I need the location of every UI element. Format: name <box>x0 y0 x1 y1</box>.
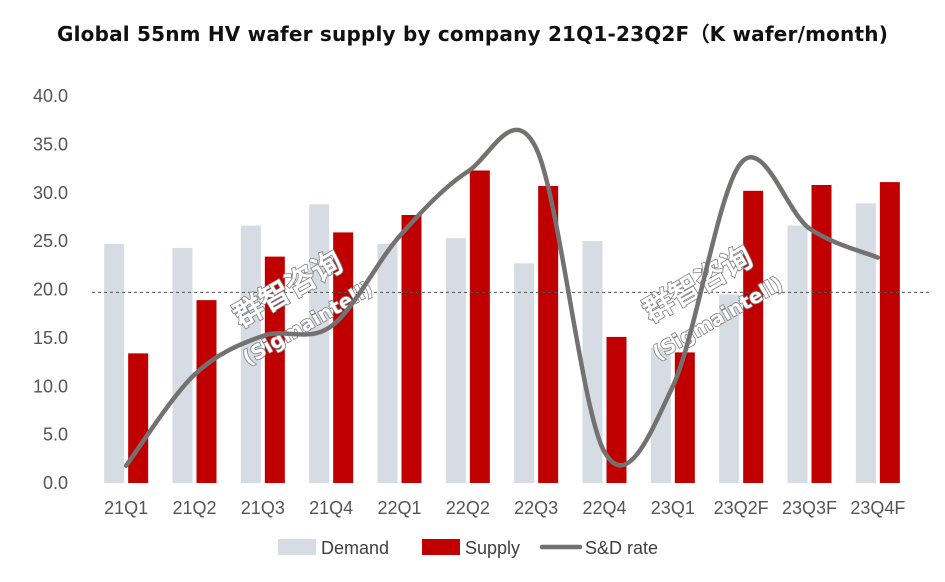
bar-demand-21q4 <box>309 204 330 484</box>
x-tick-label: 22Q4 <box>582 498 626 518</box>
y-tick-label: 10.0 <box>33 376 68 396</box>
x-tick-label: 22Q3 <box>514 498 558 518</box>
x-tick-label: 22Q1 <box>377 498 421 518</box>
bar-demand-23q4f <box>855 203 876 483</box>
x-tick-label: 21Q4 <box>309 498 353 518</box>
bar-demand-21q1 <box>104 244 125 483</box>
bar-demand-23q3f <box>787 225 808 483</box>
bar-supply-23q1 <box>674 352 695 483</box>
bar-supply-23q2f <box>743 190 764 483</box>
y-tick-label: 30.0 <box>33 183 68 203</box>
legend-label: Demand <box>321 538 389 558</box>
y-axis-ticks: 0.0 5.0 10.0 15.0 20.0 25.0 30.0 35.0 40.0 <box>33 86 68 493</box>
bar-supply-21q1 <box>128 353 149 483</box>
bar-demand-21q3 <box>240 225 261 483</box>
y-tick-label: 15.0 <box>33 328 68 348</box>
bar-supply-22q3 <box>538 185 559 484</box>
legend-label: S&D rate <box>585 538 658 558</box>
bar-supply-23q4f <box>879 182 900 484</box>
y-tick-label: 40.0 <box>33 86 68 106</box>
bar-supply-23q3f <box>811 185 832 483</box>
x-tick-label: 23Q3F <box>782 498 837 518</box>
x-tick-label: 21Q3 <box>241 498 285 518</box>
series-line-sd-rate <box>123 127 881 468</box>
bar-demand-21q2 <box>172 247 193 483</box>
x-tick-label: 23Q4F <box>850 498 905 518</box>
bar-supply-21q4 <box>333 232 354 483</box>
bar-supply-22q4 <box>606 336 627 483</box>
bars <box>104 170 900 484</box>
bar-demand-22q4 <box>582 241 603 483</box>
bar-demand-23q2f <box>719 294 740 483</box>
y-tick-label: 25.0 <box>33 231 68 251</box>
chart-title: Global 55nm HV wafer supply by company 2… <box>56 22 889 46</box>
bar-supply-21q2 <box>196 300 217 483</box>
y-tick-label: 35.0 <box>33 134 68 154</box>
bar-supply-21q3 <box>264 256 285 483</box>
legend: Demand Supply S&D rate <box>278 538 658 558</box>
x-tick-label: 22Q2 <box>446 498 490 518</box>
bar-supply-22q1 <box>401 215 422 483</box>
bar-demand-22q1 <box>377 244 398 483</box>
watermarks: 群智咨询 (Sigmaintell) 群智咨询 (Sigmaintell) <box>227 239 788 371</box>
legend-swatch-supply <box>422 539 460 555</box>
bar-demand-22q3 <box>514 263 535 483</box>
legend-swatch-demand <box>278 539 316 555</box>
bar-demand-22q2 <box>445 238 466 483</box>
y-tick-label: 20.0 <box>33 280 68 300</box>
x-tick-label: 23Q1 <box>651 498 695 518</box>
y-tick-label: 5.0 <box>43 425 68 445</box>
y-tick-label: 0.0 <box>43 473 68 493</box>
x-tick-label: 21Q2 <box>172 498 216 518</box>
x-axis-ticks: 21Q1 21Q2 21Q3 21Q4 22Q1 22Q2 22Q3 22Q4 23Q1 23Q2… <box>104 498 905 518</box>
x-tick-label: 21Q1 <box>104 498 148 518</box>
bar-supply-22q2 <box>469 170 490 483</box>
legend-label: Supply <box>465 538 520 558</box>
x-tick-label: 23Q2F <box>714 498 769 518</box>
